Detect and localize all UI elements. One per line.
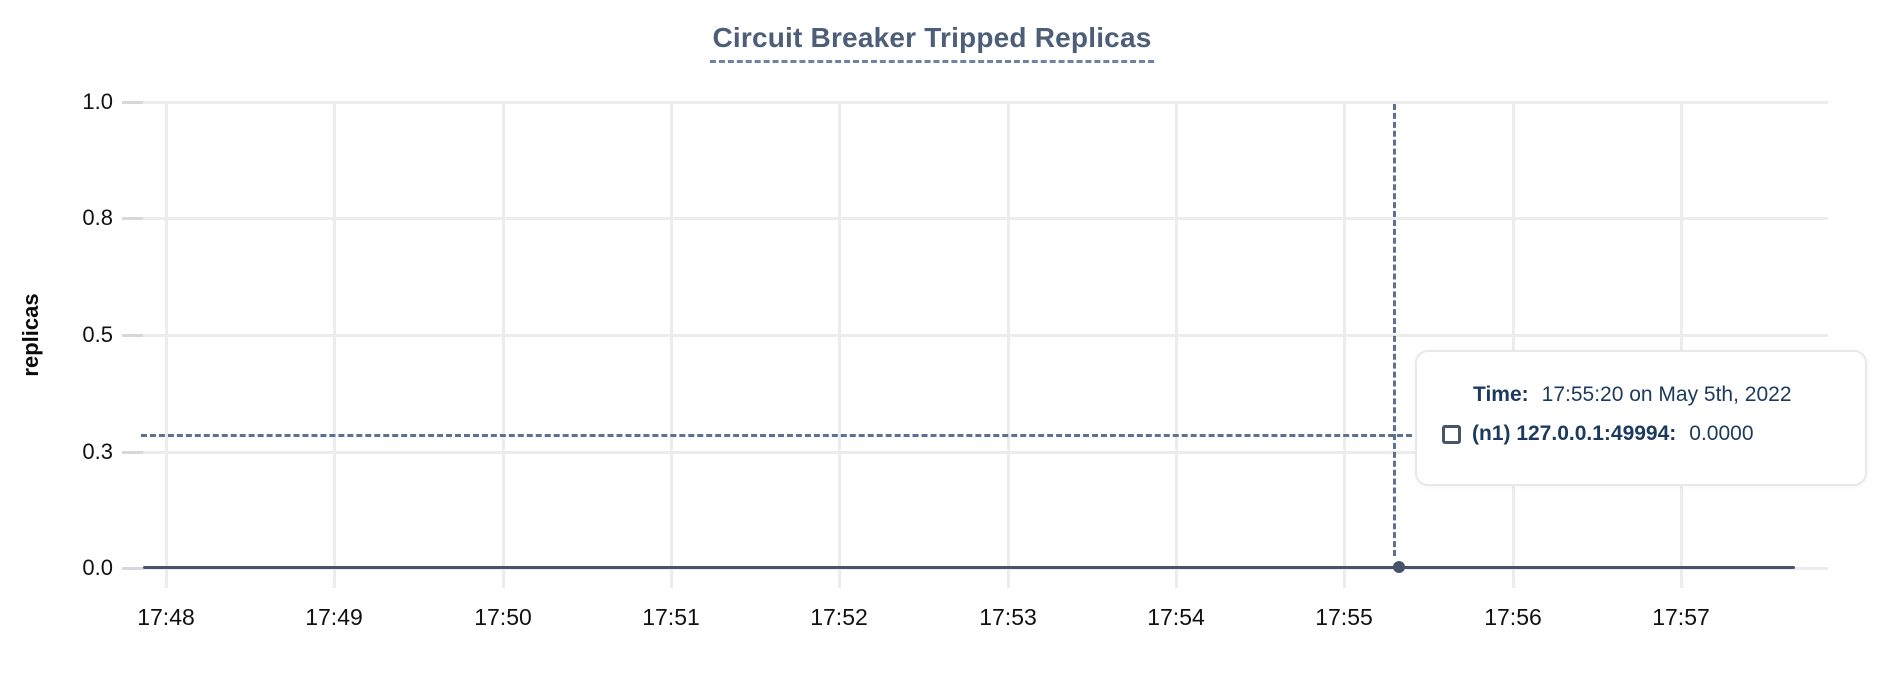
crosshair-vertical-line [1393,104,1396,556]
y-tick-mark [122,217,143,220]
gridline-y-0.3 [122,451,1828,454]
gridline-x-1749 [333,102,336,588]
y-tick-mark [122,567,143,570]
plot-area[interactable] [122,102,1828,588]
y-tick-label: 0.8 [82,205,113,230]
gridline-x-1757 [1680,102,1683,588]
gridline-x-1754 [1175,102,1178,588]
tooltip: Time: 17:55:20 on May 5th, 2022 (n1) 127.… [1415,350,1867,486]
y-tick-label: 0.3 [82,439,113,464]
y-tick-mark [122,101,143,104]
gridline-x-1755 [1343,102,1346,588]
gridline-x-1750 [502,102,505,588]
x-tick-label: 17:54 [1147,604,1205,630]
gridline-y-1.0 [122,101,1828,104]
tooltip-series-label: (n1) 127.0.0.1:49994: [1472,422,1677,445]
x-tick-label: 17:56 [1484,604,1542,630]
x-tick-label: 17:57 [1652,604,1710,630]
tooltip-time-value: 17:55:20 on May 5th, 2022 [1541,383,1792,406]
gridline-x-1756 [1512,102,1515,588]
y-tick-mark [122,334,143,337]
series-line [143,566,1795,569]
chart-header: Circuit Breaker Tripped Replicas [582,22,1282,63]
crosshair-horizontal-line [141,434,1412,437]
gridline-x-1752 [838,102,841,588]
x-tick-label: 17:53 [979,604,1037,630]
y-tick-mark [122,451,143,454]
cursor-point [1393,561,1405,573]
gridline-y-0.5 [122,334,1828,337]
y-tick-label: 1.0 [82,89,113,114]
x-tick-label: 17:48 [137,604,195,630]
gridline-y-0.8 [122,217,1828,220]
tooltip-series-row: (n1) 127.0.0.1:49994: 0.0000 [1442,422,1865,446]
gridline-x-1751 [670,102,673,588]
x-tick-label: 17:52 [810,604,868,630]
x-tick-label: 17:49 [305,604,363,630]
chart-title[interactable]: Circuit Breaker Tripped Replicas [710,22,1154,63]
gridline-x-1753 [1007,102,1010,588]
y-tick-label: 0.0 [82,555,113,580]
x-tick-label: 17:50 [474,604,532,630]
square-outline-icon [1442,424,1461,444]
y-tick-label: 0.5 [82,322,113,347]
tooltip-time-label: Time: [1473,383,1529,406]
gridline-x-1748 [165,102,168,588]
tooltip-time-row: Time: 17:55:20 on May 5th, 2022 [1473,383,1865,407]
x-tick-label: 17:51 [642,604,700,630]
x-tick-label: 17:55 [1315,604,1373,630]
tooltip-series-value: 0.0000 [1689,422,1754,445]
